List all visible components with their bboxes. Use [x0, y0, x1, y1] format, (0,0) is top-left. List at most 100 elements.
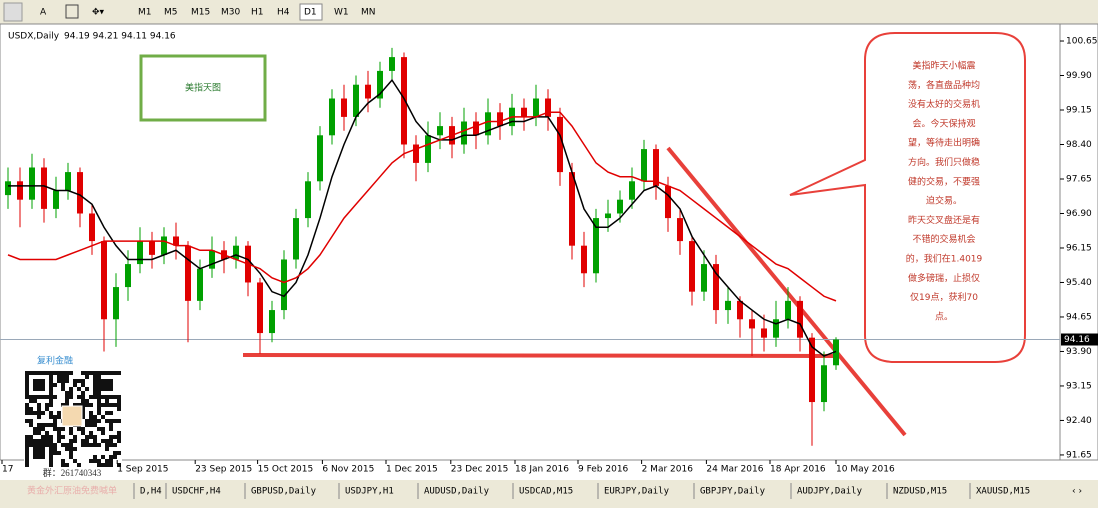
y-tick-label: 94.65 — [1066, 312, 1092, 322]
qr-cell — [117, 451, 121, 455]
qr-cell — [105, 403, 109, 407]
tab-label[interactable]: NZDUSD,M15 — [893, 487, 947, 497]
qr-cell — [25, 391, 29, 395]
tab-label[interactable]: AUDUSD,Daily — [424, 487, 490, 497]
qr-cell — [49, 375, 53, 379]
qr-cell — [93, 455, 97, 459]
candle-body — [401, 57, 407, 145]
qr-cell — [37, 371, 41, 375]
y-tick-label: 92.40 — [1066, 416, 1092, 426]
tab-label[interactable]: EURJPY,Daily — [604, 487, 670, 497]
qr-cell — [89, 431, 93, 435]
qr-cell — [53, 427, 57, 431]
note-box — [139, 54, 267, 122]
timeframe-label[interactable]: H4 — [277, 8, 290, 18]
qr-cell — [101, 427, 105, 431]
tab-label[interactable]: USDJPY,H1 — [345, 487, 394, 497]
qr-cell — [85, 423, 89, 427]
timeframe-label[interactable]: MN — [361, 8, 376, 18]
timeframe-button[interactable] — [299, 3, 323, 21]
qr-cell — [57, 415, 61, 419]
qr-cell — [97, 407, 101, 411]
qr-cell — [33, 387, 37, 391]
qr-cell — [117, 435, 121, 439]
qr-cell — [41, 451, 45, 455]
qr-cell — [25, 411, 29, 415]
timeframe-label[interactable]: W1 — [334, 8, 349, 18]
qr-cell — [45, 435, 49, 439]
qr-cell — [53, 447, 57, 451]
qr-cell — [97, 375, 101, 379]
tab-label[interactable]: XAUUSD,M15 — [976, 487, 1030, 497]
qr-cell — [45, 423, 49, 427]
qr-cell — [101, 439, 105, 443]
qr-cell — [93, 379, 97, 383]
qr-cell — [81, 443, 85, 447]
qr-cell — [105, 443, 109, 447]
x-tick-label: 23 Dec 2015 — [451, 465, 509, 475]
qr-cell — [117, 439, 121, 443]
timeframe-label[interactable]: D1 — [304, 8, 317, 18]
tab-label[interactable]: USDCAD,M15 — [519, 487, 573, 497]
qr-cell — [61, 459, 65, 463]
qr-cell — [49, 435, 53, 439]
tab-label[interactable]: GBPUSD,Daily — [251, 487, 317, 497]
timeframe-label[interactable]: M15 — [191, 8, 210, 18]
candle-body — [593, 218, 599, 274]
qr-cell — [25, 379, 29, 383]
qr-cell — [37, 379, 41, 383]
qr-cell — [29, 435, 33, 439]
candle-body — [713, 264, 719, 311]
qr-cell — [41, 379, 45, 383]
tab-scroll[interactable]: ‹ › — [1072, 487, 1082, 497]
timeframe-label[interactable]: H1 — [251, 8, 264, 18]
qr-cell — [65, 443, 69, 447]
tab-label[interactable]: AUDJPY,Daily — [797, 487, 863, 497]
timeframe-label[interactable]: M1 — [138, 8, 152, 18]
qr-cell — [49, 415, 53, 419]
candle-body — [461, 121, 467, 145]
candle-body — [281, 259, 287, 311]
tool-icon[interactable] — [3, 2, 23, 22]
x-tick-label: 1 Sep 2015 — [117, 465, 168, 475]
candle-body — [161, 236, 167, 255]
qr-cell — [89, 415, 93, 419]
qr-cell — [41, 447, 45, 451]
qr-cell — [57, 435, 61, 439]
timeframe-label[interactable]: M5 — [164, 8, 178, 18]
qr-cell — [37, 439, 41, 443]
qr-cell — [105, 383, 109, 387]
qr-cell — [65, 447, 69, 451]
qr-cell — [61, 371, 65, 375]
qr-logo — [61, 405, 83, 427]
tool-icon[interactable]: A — [40, 8, 47, 18]
qr-cell — [89, 459, 93, 463]
tab-label[interactable]: D,H4 — [140, 487, 162, 497]
qr-cell — [97, 419, 101, 423]
bubble-line: 方向。我们只做稳 — [908, 156, 980, 168]
qr-cell — [33, 395, 37, 399]
qr-cell — [45, 443, 49, 447]
timeframe-label[interactable]: M30 — [221, 8, 240, 18]
y-tick-label: 93.90 — [1066, 347, 1092, 357]
candle-body — [173, 236, 179, 246]
qr-cell — [73, 403, 77, 407]
candle-body — [437, 126, 443, 136]
tool-icon[interactable] — [65, 4, 79, 19]
candle-body — [629, 181, 635, 200]
tool-icon[interactable]: ✥▾ — [92, 8, 105, 18]
qr-cell — [25, 443, 29, 447]
tab-label[interactable]: USDCHF,H4 — [172, 487, 221, 497]
qr-cell — [85, 439, 89, 443]
qr-cell — [73, 447, 77, 451]
qr-cell — [29, 395, 33, 399]
tab-label[interactable]: GBPJPY,Daily — [700, 487, 766, 497]
qr-cell — [85, 375, 89, 379]
candle-body — [569, 172, 575, 246]
qr-cell — [33, 447, 37, 451]
qr-cell — [25, 447, 29, 451]
bubble-line: 会。今天保持观 — [912, 117, 975, 129]
qr-cell — [45, 395, 49, 399]
qr-cell — [61, 375, 65, 379]
moving-average — [8, 78, 837, 357]
